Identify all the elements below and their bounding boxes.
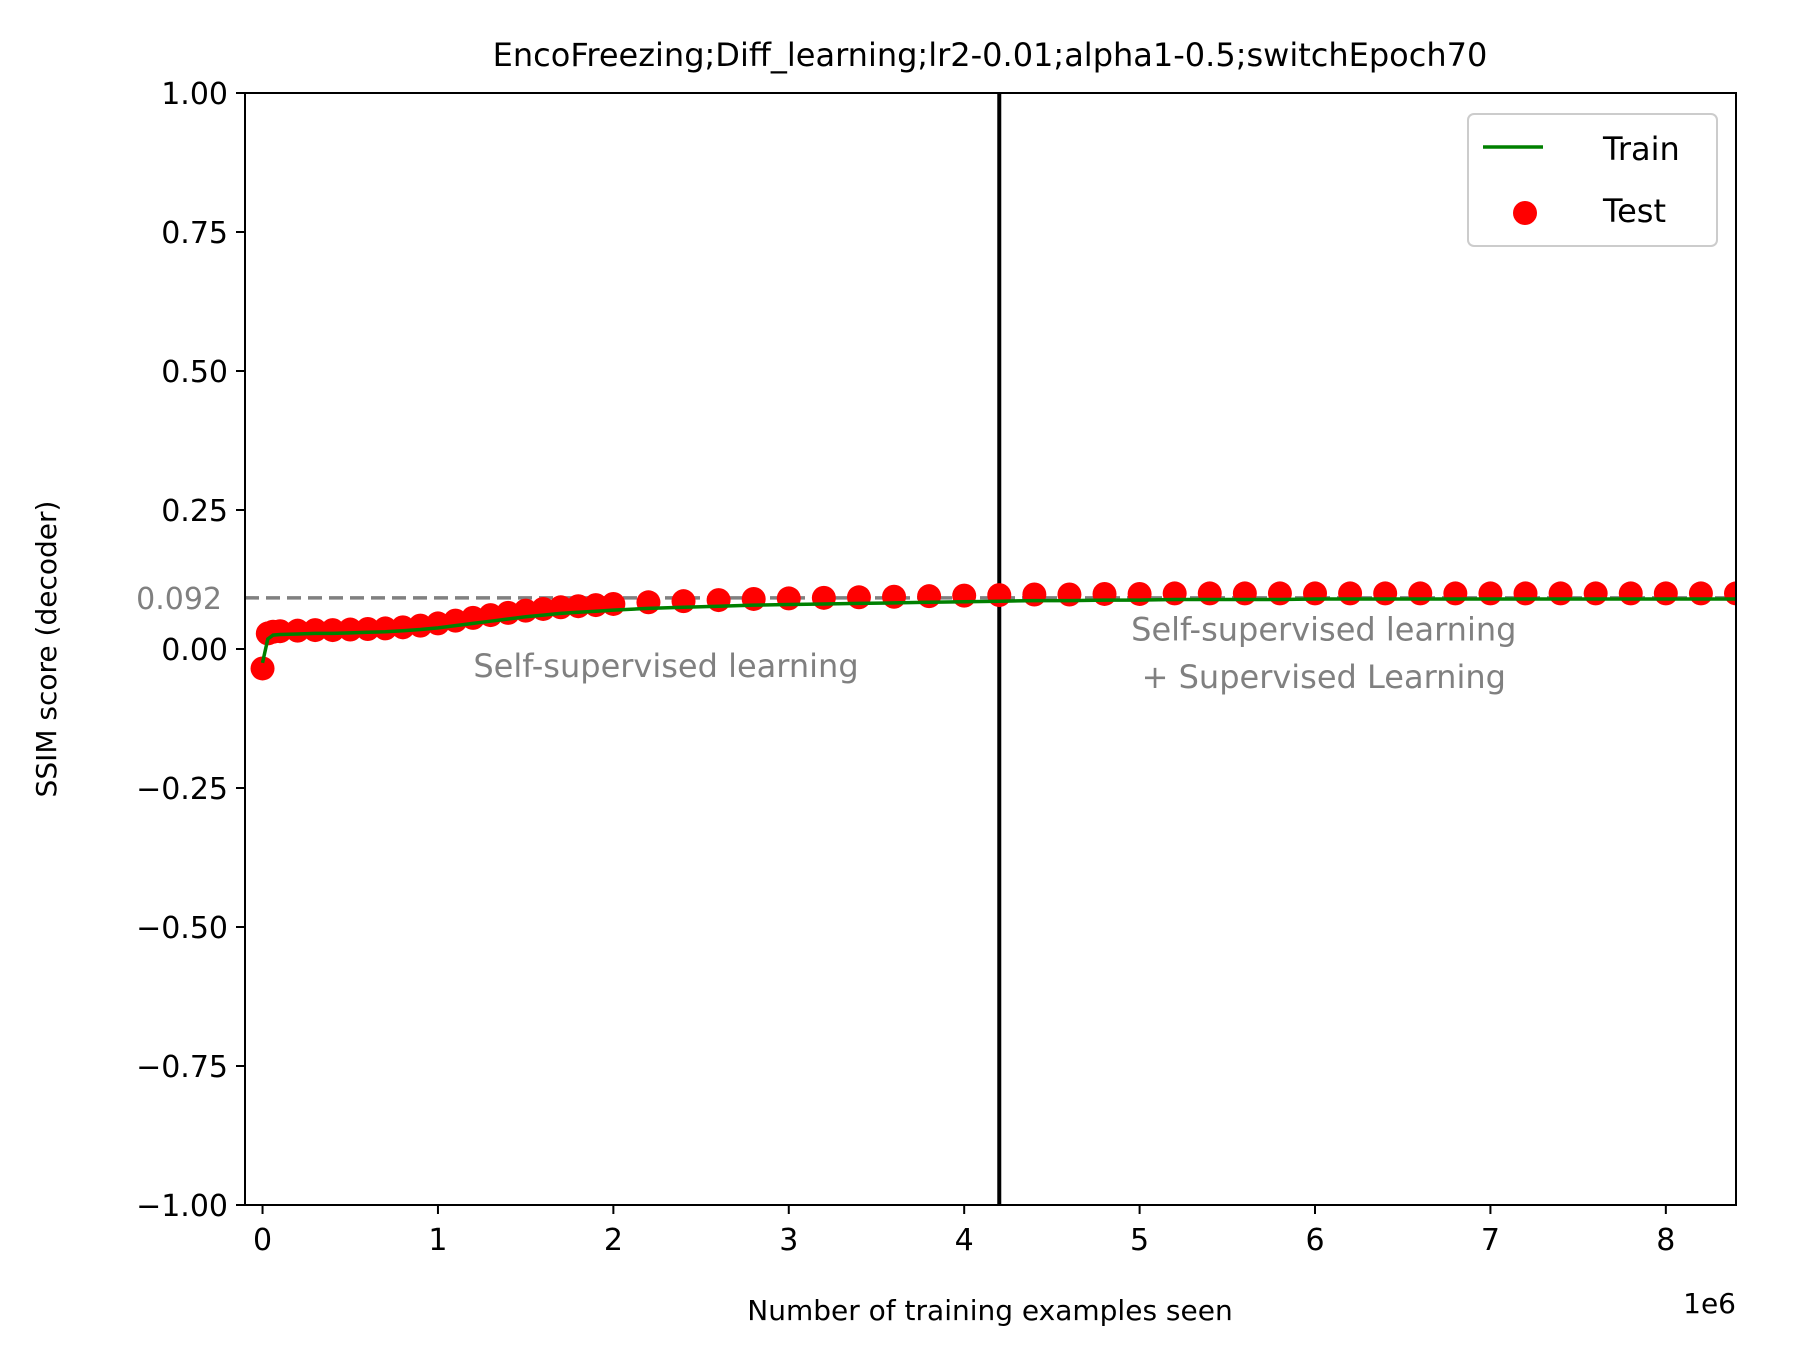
legend-test-marker-icon: [1513, 201, 1537, 225]
y-tick-label: 0.00: [161, 633, 228, 668]
test-point: [1127, 581, 1152, 606]
legend-test-label: Test: [1602, 192, 1666, 230]
test-point: [917, 584, 942, 609]
test-point: [1092, 581, 1117, 606]
test-point: [846, 585, 871, 610]
test-point: [1478, 581, 1503, 606]
y-tick-label: −0.25: [136, 772, 228, 807]
x-tick-label: 5: [1130, 1223, 1149, 1258]
x-tick-label: 0: [253, 1223, 272, 1258]
test-point: [706, 588, 731, 613]
test-point: [1303, 581, 1328, 606]
test-point: [1338, 581, 1363, 606]
test-point: [320, 618, 345, 643]
chart-title: EncoFreezing;Diff_learning;lr2-0.01;alph…: [493, 36, 1488, 74]
test-point: [1267, 581, 1292, 606]
test-point: [1618, 581, 1643, 606]
y-tick-label: 1.00: [161, 77, 228, 112]
test-point: [1688, 581, 1713, 606]
x-tick-label: 8: [1656, 1223, 1675, 1258]
test-point: [671, 589, 696, 614]
x-axis-ticks: 0 1 2 3 4 5 6 7 8: [253, 1205, 1675, 1258]
test-point: [1022, 582, 1047, 607]
x-axis-label: Number of training examples seen: [747, 1294, 1232, 1327]
test-point: [250, 656, 275, 681]
annotation-text: + Supervised Learning: [1142, 658, 1506, 696]
test-point: [285, 618, 310, 643]
y-tick-label: 0.25: [161, 494, 228, 529]
y-axis-label: SSIM score (decoder): [30, 501, 63, 798]
y-axis-ticks: 1.00 0.75 0.50 0.25 0.00 −0.25 −0.50 −0.75 −1.00: [136, 77, 245, 1224]
annotations: Self-supervised learning Self-supervised …: [473, 611, 1516, 696]
legend-train-label: Train: [1602, 130, 1680, 168]
x-tick-label: 6: [1305, 1223, 1324, 1258]
y-tick-label: 0.75: [161, 216, 228, 251]
test-point: [776, 586, 801, 611]
x-axis-offset-label: 1e6: [1683, 1287, 1736, 1320]
annotation-text: Self-supervised learning: [473, 647, 858, 685]
annotation-text: Self-supervised learning: [1131, 611, 1516, 649]
y-tick-label: −0.75: [136, 1050, 228, 1085]
y-tick-label: −0.50: [136, 911, 228, 946]
test-point: [1583, 581, 1608, 606]
test-point: [1408, 581, 1433, 606]
test-point: [1513, 581, 1538, 606]
test-point: [1162, 581, 1187, 606]
x-tick-label: 1: [428, 1223, 447, 1258]
x-tick-label: 3: [779, 1223, 798, 1258]
test-point: [1057, 582, 1082, 607]
test-point: [1373, 581, 1398, 606]
test-point: [811, 585, 836, 610]
test-point: [1653, 581, 1678, 606]
test-point: [373, 616, 398, 641]
test-point: [268, 619, 293, 644]
test-point: [1232, 581, 1257, 606]
test-point: [1548, 581, 1573, 606]
x-tick-label: 2: [604, 1223, 623, 1258]
test-point: [338, 617, 363, 642]
y-tick-label: −1.00: [136, 1189, 228, 1224]
test-point: [303, 618, 328, 643]
test-point: [952, 583, 977, 608]
test-point: [390, 615, 415, 640]
x-tick-label: 4: [955, 1223, 974, 1258]
train-line: [260, 597, 1736, 664]
test-point: [355, 616, 380, 641]
test-point: [741, 586, 766, 611]
reference-line-label: 0.092: [136, 582, 222, 617]
y-tick-label: 0.50: [161, 355, 228, 390]
test-point: [882, 584, 907, 609]
test-point: [636, 590, 661, 615]
test-point: [987, 583, 1012, 608]
test-point: [1197, 581, 1222, 606]
x-tick-label: 7: [1481, 1223, 1500, 1258]
test-point: [1443, 581, 1468, 606]
plot-area: [245, 93, 1736, 1205]
legend: Train Test: [1467, 113, 1718, 247]
